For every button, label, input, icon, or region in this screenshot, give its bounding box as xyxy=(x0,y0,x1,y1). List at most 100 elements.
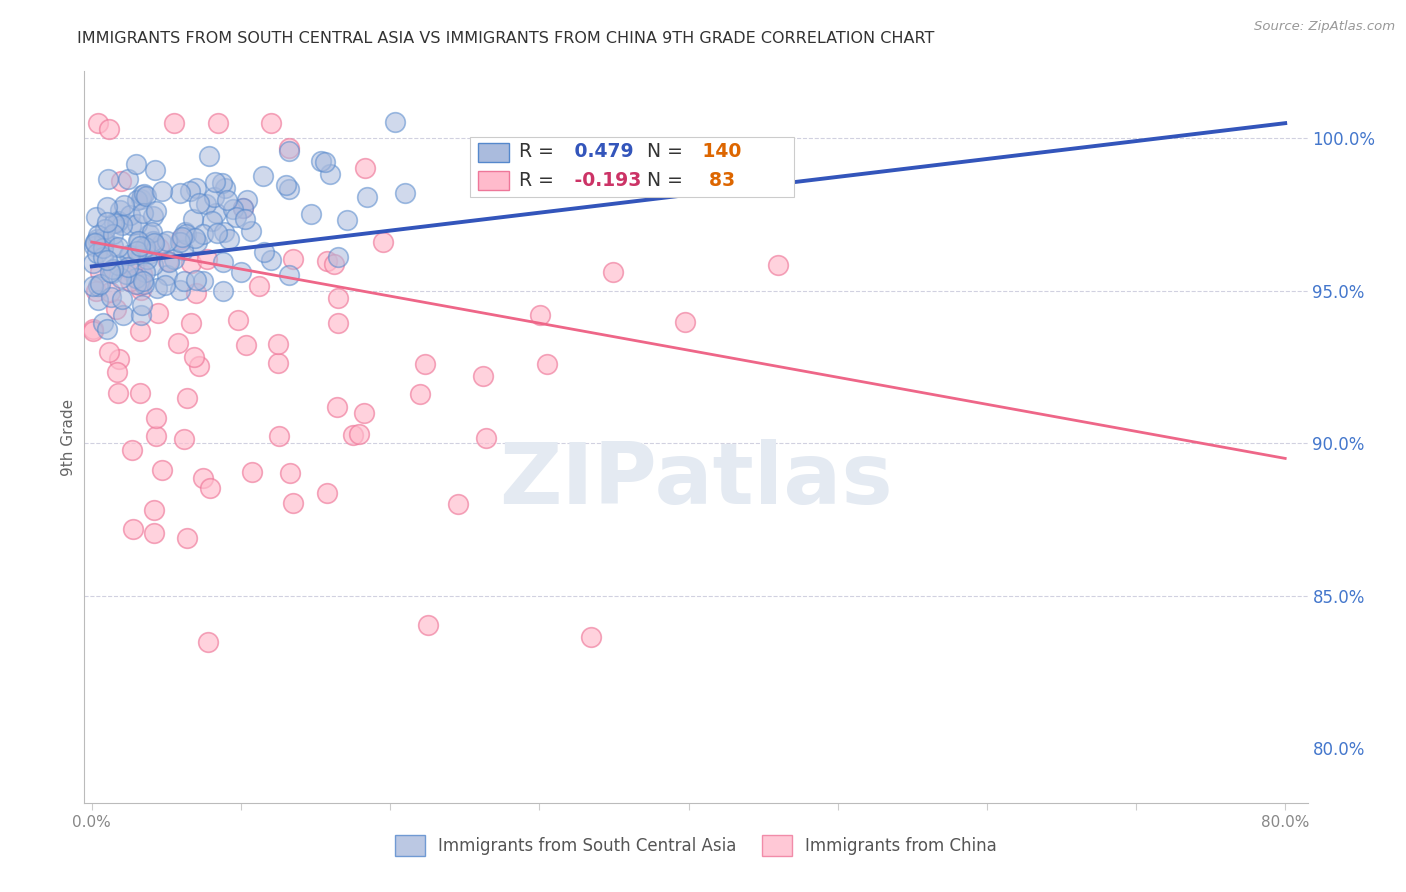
Point xyxy=(179,184,201,198)
Point xyxy=(326,292,349,306)
Point xyxy=(129,248,152,262)
Point xyxy=(93,234,115,248)
Point xyxy=(205,206,228,220)
Point xyxy=(118,248,141,262)
Text: IMMIGRANTS FROM SOUTH CENTRAL ASIA VS IMMIGRANTS FROM CHINA 9TH GRADE CORRELATIO: IMMIGRANTS FROM SOUTH CENTRAL ASIA VS IM… xyxy=(77,31,935,46)
FancyBboxPatch shape xyxy=(478,171,509,190)
Point xyxy=(394,186,416,200)
Point xyxy=(197,252,219,266)
Point xyxy=(96,200,118,214)
Point xyxy=(108,351,131,366)
Point xyxy=(117,260,139,274)
Text: Source: ZipAtlas.com: Source: ZipAtlas.com xyxy=(1254,20,1395,33)
Text: -0.193: -0.193 xyxy=(568,171,641,190)
Point xyxy=(122,522,145,536)
Point xyxy=(315,253,337,268)
Point xyxy=(156,268,179,283)
Point xyxy=(447,497,470,511)
Point xyxy=(184,272,207,286)
Point xyxy=(277,268,299,282)
Point xyxy=(229,265,252,279)
Point xyxy=(673,315,696,329)
Point xyxy=(107,385,129,400)
Point xyxy=(183,351,205,365)
Point xyxy=(127,234,149,248)
Point xyxy=(207,116,229,130)
Point xyxy=(111,292,134,306)
FancyBboxPatch shape xyxy=(478,143,509,162)
Point xyxy=(156,235,179,249)
Point xyxy=(169,283,191,297)
Point xyxy=(225,210,247,224)
Point xyxy=(129,283,152,297)
Point xyxy=(267,429,290,443)
Point xyxy=(87,116,110,130)
Point xyxy=(97,172,120,186)
Point xyxy=(110,174,132,188)
Point xyxy=(83,236,105,251)
Point xyxy=(141,209,163,223)
Point xyxy=(107,240,129,254)
Point xyxy=(118,208,141,222)
Point xyxy=(115,267,138,281)
Point xyxy=(89,265,111,279)
Point xyxy=(128,239,150,253)
FancyBboxPatch shape xyxy=(470,137,794,197)
Point xyxy=(103,261,125,276)
Point xyxy=(217,194,239,208)
Point xyxy=(233,211,256,226)
Point xyxy=(125,244,148,259)
Point xyxy=(132,277,155,291)
Point xyxy=(87,278,110,293)
Point xyxy=(211,285,233,299)
Point xyxy=(211,176,233,190)
Point xyxy=(413,357,436,371)
Point xyxy=(276,178,298,192)
Point xyxy=(166,336,188,351)
Point xyxy=(475,431,498,445)
Point xyxy=(129,192,152,206)
Point xyxy=(142,235,165,249)
Point xyxy=(150,463,173,477)
Point xyxy=(150,235,173,250)
Point xyxy=(110,270,132,285)
Point xyxy=(315,486,337,500)
Point xyxy=(247,279,270,293)
Point xyxy=(163,116,186,130)
Point xyxy=(143,235,166,250)
Point xyxy=(131,187,153,202)
Point xyxy=(201,214,224,228)
Point xyxy=(143,503,166,517)
Point xyxy=(127,193,149,207)
Point xyxy=(766,258,789,272)
Point xyxy=(125,156,148,170)
Point xyxy=(82,256,104,270)
Point xyxy=(156,253,179,268)
Point xyxy=(94,221,117,235)
Point xyxy=(86,245,108,260)
Point xyxy=(260,253,283,268)
Point xyxy=(299,207,322,221)
Point xyxy=(118,274,141,288)
Point xyxy=(212,225,235,239)
Point xyxy=(103,216,125,230)
Point xyxy=(163,252,186,266)
Point xyxy=(354,161,377,175)
Point xyxy=(322,257,344,271)
Point xyxy=(353,406,375,420)
Point xyxy=(105,365,128,379)
Point xyxy=(121,265,143,279)
Point xyxy=(173,274,195,288)
Point xyxy=(146,281,169,295)
Point xyxy=(98,285,121,299)
Point xyxy=(228,313,250,327)
Text: 0.479: 0.479 xyxy=(568,142,633,161)
Point xyxy=(187,195,209,210)
Point xyxy=(155,278,177,293)
Point xyxy=(198,481,221,495)
Point xyxy=(97,122,120,136)
Point xyxy=(129,324,152,338)
Point xyxy=(173,432,195,446)
Point xyxy=(170,232,193,246)
Point xyxy=(170,230,193,244)
